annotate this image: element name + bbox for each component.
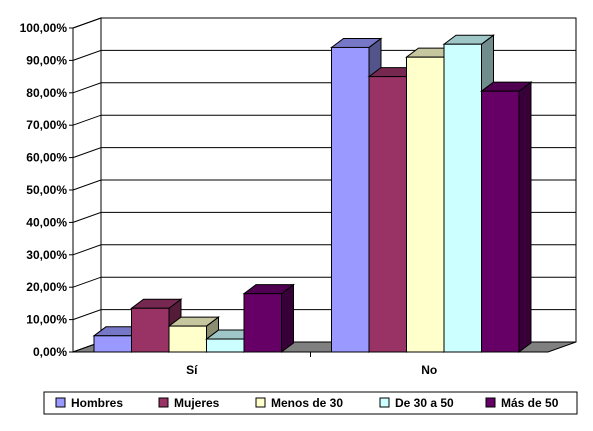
legend-item: Hombres — [55, 396, 123, 410]
legend-label: Menos de 30 — [271, 396, 343, 410]
legend-label: Más de 50 — [501, 396, 559, 410]
bar-m-s-de-50-0 — [242, 283, 295, 353]
y-tick-label: 10,00% — [26, 313, 67, 327]
y-tick-label: 30,00% — [26, 248, 67, 262]
legend-item: Mujeres — [158, 396, 220, 410]
legend-item: Menos de 30 — [255, 396, 343, 410]
legend-label: Mujeres — [174, 396, 220, 410]
legend: Hombres Mujeres Menos de 30 De 30 a 50 Más d… — [43, 391, 578, 415]
y-tick-label: 80,00% — [26, 86, 67, 100]
legend-swatch — [55, 397, 66, 408]
legend-swatch — [255, 397, 266, 408]
legend-swatch — [485, 397, 496, 408]
x-category-label: Sí — [186, 363, 198, 377]
legend-item: De 30 a 50 — [379, 396, 454, 410]
legend-swatch — [379, 397, 390, 408]
bar-m-s-de-50-1 — [480, 81, 533, 353]
y-tick-label: 50,00% — [26, 183, 67, 197]
legend-item: Más de 50 — [485, 396, 559, 410]
legend-label: De 30 a 50 — [395, 396, 454, 410]
y-tick-label: 60,00% — [26, 151, 67, 165]
y-tick-label: 70,00% — [26, 118, 67, 132]
y-tick-label: 90,00% — [26, 53, 67, 67]
y-tick-label: 40,00% — [26, 215, 67, 229]
legend-box — [43, 391, 578, 415]
y-tick-label: 20,00% — [26, 280, 67, 294]
axes — [69, 27, 548, 357]
y-tick-labels: 0,00% 10,00% 20,00% 30,00% 40,00% 50,00% 60,00… — [20, 21, 68, 359]
legend-swatch — [158, 397, 169, 408]
y-tick-label: 0,00% — [33, 345, 67, 359]
gridline — [72, 17, 576, 29]
x-category-labels: Sí No — [186, 363, 437, 377]
legend-label: Hombres — [71, 396, 123, 410]
x-category-label: No — [421, 363, 437, 377]
y-tick-label: 100,00% — [20, 21, 68, 35]
